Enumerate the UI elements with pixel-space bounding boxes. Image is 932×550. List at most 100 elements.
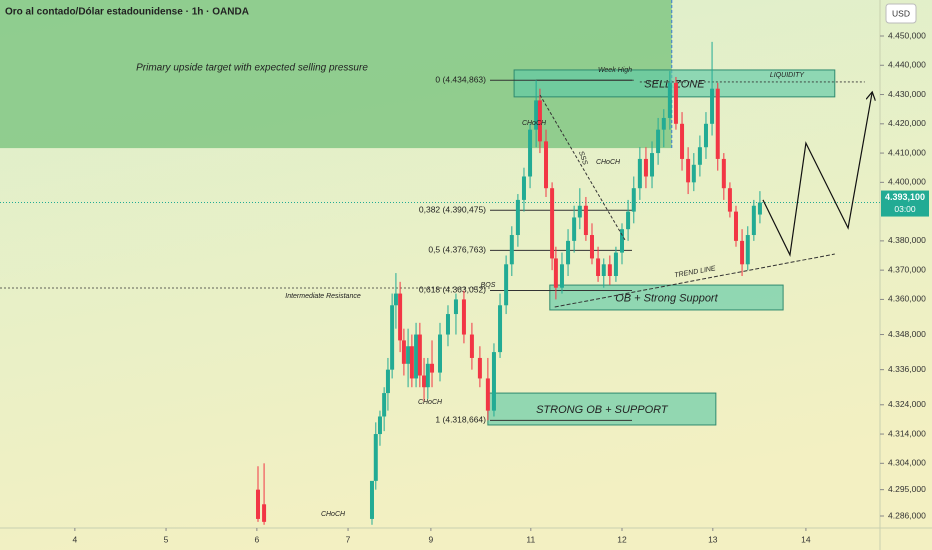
zone-label: OB + Strong Support (615, 292, 718, 304)
x-tick-label: 7 (346, 534, 351, 544)
candle-body (385, 369, 390, 394)
candle-body (686, 158, 691, 183)
candle-body (607, 264, 612, 276)
candle-body (390, 305, 395, 370)
candle-body (414, 334, 419, 379)
candle-body (485, 378, 490, 411)
candle-body (710, 88, 715, 124)
candle-body (667, 82, 672, 118)
candle-body (626, 211, 631, 230)
last-price-box (881, 190, 929, 217)
annotation: CHoCH (321, 511, 346, 518)
candle-body (691, 164, 696, 183)
candle-body (559, 264, 564, 288)
x-tick-label: 12 (617, 534, 627, 544)
countdown: 03:00 (894, 204, 916, 214)
candle-body (469, 334, 474, 358)
candle-body (417, 334, 422, 376)
candle-body (406, 346, 411, 364)
candle-body (477, 357, 482, 379)
candle-body (637, 158, 642, 189)
candle-body (733, 211, 738, 241)
candle-body (528, 129, 533, 177)
y-tick-label: 4.450,000 (888, 30, 926, 40)
x-tick-label: 9 (429, 534, 434, 544)
currency-box[interactable] (885, 3, 917, 24)
candle-body (673, 82, 678, 124)
fib-label: 0 (4.434,863) (435, 75, 486, 85)
x-tick-label: 4 (72, 534, 77, 544)
y-tick-label: 4.410,000 (888, 147, 926, 157)
candle-body (656, 129, 661, 154)
y-tick-label: 4.348,000 (888, 329, 926, 339)
y-tick-label: 4.380,000 (888, 235, 926, 245)
candle-body (422, 375, 427, 388)
candle-body (757, 202, 762, 215)
y-tick-label: 4.304,000 (888, 458, 926, 468)
annotation: SSS (577, 150, 588, 166)
candle-body (751, 205, 756, 236)
candle-body (401, 340, 406, 364)
candle-body (373, 434, 378, 481)
sss-line (539, 94, 626, 241)
fib-label: 0,618 (4.363,052) (419, 285, 486, 295)
candle-body (409, 346, 414, 379)
currency[interactable]: USD (892, 8, 910, 18)
candle-body (438, 334, 442, 373)
candle-body (566, 240, 571, 265)
candle-body (589, 235, 594, 259)
chart-title: Oro al contado/Dólar estadounidense · 1h… (5, 7, 249, 18)
candle-body (703, 123, 708, 148)
fib-label: 0,382 (4.390,475) (419, 204, 486, 214)
last-price-label: 4.393,100 (885, 192, 925, 202)
candle-body (369, 480, 374, 519)
candle-body (596, 258, 601, 276)
candle-body (498, 305, 503, 353)
candle-body (537, 100, 542, 142)
fib-label: 0,5 (4.376,763) (428, 245, 486, 255)
y-tick-label: 4.360,000 (888, 294, 926, 304)
candle-body (577, 205, 582, 218)
level-label: LIQUIDITY (770, 72, 806, 79)
fib-label: 1 (4.318,664) (435, 415, 486, 425)
x-tick-label: 13 (708, 534, 718, 544)
y-tick-label: 4.400,000 (888, 177, 926, 187)
candle-body (620, 229, 625, 253)
candle-body (550, 188, 555, 259)
candle-body (643, 158, 648, 177)
x-tick-label: 11 (526, 534, 535, 544)
target-label: Primary upside target with expected sell… (136, 63, 368, 74)
candle-body (572, 217, 577, 241)
candle-body (613, 252, 618, 276)
candle-body (661, 117, 666, 130)
zone-label: STRONG OB + SUPPORT (536, 404, 669, 416)
candle-body (255, 489, 260, 519)
candle-body (382, 393, 387, 417)
plot-area: Primary upside target with expected sell… (0, 0, 880, 525)
annotation: CHoCH (596, 159, 621, 166)
candle-body (393, 293, 398, 306)
candle-body (583, 205, 588, 236)
axes: 4.450,000 4.440,000 4.430,000 4.420,000 4.41… (72, 30, 926, 544)
candle-body (430, 363, 435, 373)
projection (762, 93, 872, 257)
candle-body (697, 147, 702, 165)
candle-body (461, 299, 466, 335)
candle-body (553, 258, 558, 288)
candle-body (544, 141, 549, 189)
y-tick-label: 4.295,000 (888, 484, 926, 494)
candle-body (601, 264, 606, 276)
annotation: CHoCH (522, 120, 547, 127)
candle-body (650, 153, 655, 177)
candle-body (491, 352, 496, 411)
y-tick-label: 4.430,000 (888, 89, 926, 99)
x-tick-label: 5 (164, 534, 169, 544)
candle-body (262, 504, 267, 522)
zone (549, 284, 784, 311)
candle-body (509, 235, 514, 265)
candle-body (504, 264, 509, 306)
zone (487, 392, 717, 426)
candle-body (521, 176, 526, 200)
y-tick-label: 4.420,000 (888, 118, 926, 128)
